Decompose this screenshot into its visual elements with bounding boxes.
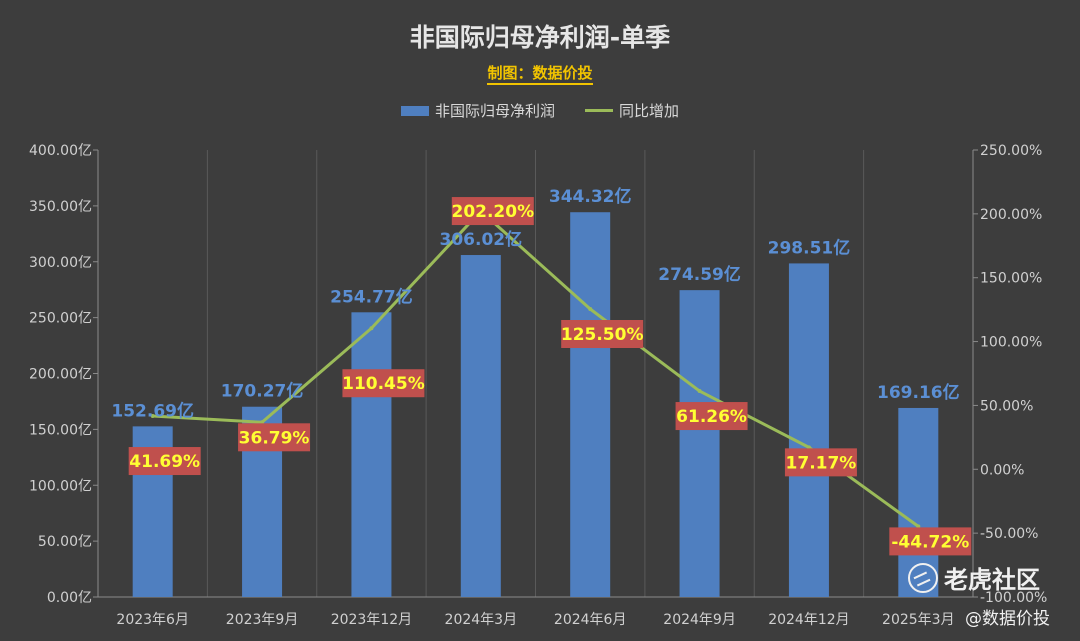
pct-data-label: 61.26% <box>676 407 747 427</box>
y-left-tick-label: 150.00亿 <box>29 422 92 438</box>
pct-label-box <box>675 402 748 431</box>
y-left-tick-label: 350.00亿 <box>29 199 92 215</box>
watermark-handle: @数据价投 <box>965 609 1050 629</box>
y-right-tick-label: 200.00% <box>980 207 1042 223</box>
line-series <box>152 209 920 528</box>
y-right-tick-label: -50.00% <box>980 526 1038 542</box>
y-right-tick-label: 150.00% <box>980 271 1042 287</box>
watermark-brand: 老虎社区 <box>908 560 1040 595</box>
pct-data-label: 17.17% <box>786 453 857 473</box>
tiger-logo-icon <box>908 562 938 593</box>
pct-data-label: -44.72% <box>891 532 969 552</box>
legend-label-bar: 非国际归母净利润 <box>434 102 555 120</box>
x-tick-label: 2025年3月 <box>882 612 955 628</box>
bar <box>460 255 501 597</box>
y-right-tick-label: 0.00% <box>980 462 1024 478</box>
bar-data-label: 170.27亿 <box>221 381 304 402</box>
bar-data-label: 344.32亿 <box>549 186 632 207</box>
pct-label-box <box>561 320 644 349</box>
line-point <box>369 326 374 331</box>
x-tick-label: 2023年6月 <box>116 612 189 628</box>
bar <box>679 290 720 597</box>
y-left-tick-label: 0.00亿 <box>47 590 92 606</box>
y-right-tick-label: 50.00% <box>980 398 1033 414</box>
legend-swatch-bar <box>400 105 429 116</box>
chart-subtitle: 制图：数据价投 <box>0 62 1080 85</box>
y-left-tick-label: 100.00亿 <box>29 478 92 494</box>
pct-data-label: 125.50% <box>561 325 644 345</box>
legend-item-bar: 非国际归母净利润 <box>400 100 555 121</box>
x-tick-label: 2024年9月 <box>663 612 736 628</box>
pct-label-box <box>128 447 201 476</box>
chart-legend: 非国际归母净利润 同比增加 <box>0 100 1080 121</box>
pct-label-box <box>784 448 857 477</box>
bar-data-label: 254.77亿 <box>330 286 413 307</box>
x-tick-label: 2024年12月 <box>768 612 849 628</box>
bar <box>788 263 829 597</box>
y-right-tick-label: 100.00% <box>980 335 1042 351</box>
watermark-brand-text: 老虎社区 <box>944 566 1040 594</box>
legend-swatch-line <box>585 109 613 112</box>
x-tick-label: 2023年9月 <box>226 612 299 628</box>
chart-title: 非国际归母净利润-单季 <box>409 23 671 52</box>
bar-data-label: 306.02亿 <box>440 229 523 250</box>
pct-data-label: 41.69% <box>129 452 200 472</box>
line-point <box>588 307 593 312</box>
line-point <box>150 414 155 419</box>
legend-label-line: 同比增加 <box>619 102 680 120</box>
pct-data-label: 36.79% <box>239 428 310 448</box>
pct-label-box <box>451 197 534 226</box>
bar-data-label: 274.59亿 <box>658 264 741 285</box>
y-left-tick-label: 250.00亿 <box>29 311 92 327</box>
pct-data-label: 110.45% <box>342 374 425 394</box>
y-left-tick-label: 300.00亿 <box>29 255 92 271</box>
chart-subtitle-text: 制图：数据价投 <box>487 64 593 85</box>
x-tick-label: 2024年6月 <box>554 612 627 628</box>
y-right-tick-label: -100.00% <box>980 590 1047 606</box>
pct-data-label: 202.20% <box>451 202 534 222</box>
bar-data-label: 298.51亿 <box>768 237 851 258</box>
pct-label-box <box>238 423 311 452</box>
y-left-tick-label: 400.00亿 <box>29 143 92 159</box>
bar <box>570 212 611 597</box>
x-tick-label: 2024年3月 <box>445 612 518 628</box>
pct-label-box <box>889 527 972 556</box>
bar-data-label: 152.69亿 <box>111 400 194 421</box>
y-left-tick-label: 200.00亿 <box>29 367 92 383</box>
x-tick-label: 2023年12月 <box>331 612 412 628</box>
y-left-tick-label: 50.00亿 <box>38 534 92 550</box>
bar <box>351 312 392 597</box>
y-right-tick-label: 250.00% <box>980 143 1042 159</box>
pct-label-box <box>342 369 425 398</box>
legend-item-line: 同比增加 <box>585 100 679 121</box>
line-point <box>697 389 702 394</box>
bar-data-label: 169.16亿 <box>877 382 960 403</box>
